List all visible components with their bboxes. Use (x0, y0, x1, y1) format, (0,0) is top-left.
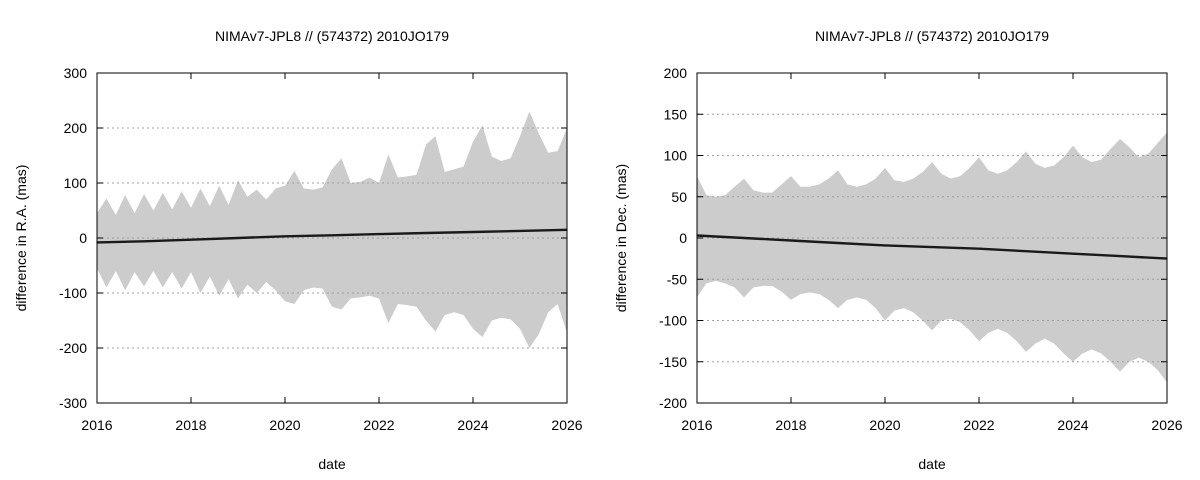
x-tick-label: 2020 (869, 417, 900, 433)
y-tick-label: -200 (59, 340, 87, 356)
chart-title: NIMAv7-JPL8 // (574372) 2010JO179 (815, 28, 1049, 44)
ra-difference-chart: -300 -200 -100 0 100 200 300 2016 2018 2020 2022 20… (13, 28, 583, 472)
y-tick-label: 0 (679, 230, 687, 246)
x-tick-label: 2018 (175, 417, 206, 433)
y-tick-label: -50 (667, 271, 687, 287)
x-tick-label: 2016 (81, 417, 112, 433)
x-tick-label: 2022 (963, 417, 994, 433)
y-tick-label: -150 (659, 354, 687, 370)
y-tick-label: 0 (79, 230, 87, 246)
chart-title: NIMAv7-JPL8 // (574372) 2010JO179 (215, 28, 449, 44)
y-tick-label: 200 (664, 65, 688, 81)
x-tick-label: 2024 (1057, 417, 1088, 433)
x-tick-label: 2026 (1151, 417, 1182, 433)
uncertainty-band (697, 132, 1167, 383)
y-axis-label: difference in R.A. (mas) (13, 165, 29, 312)
y-tick-label: 150 (664, 106, 688, 122)
y-axis-label: difference in Dec. (mas) (613, 164, 629, 312)
y-tick-label: -200 (659, 395, 687, 411)
y-tick-label: 50 (671, 189, 687, 205)
x-tick-label: 2016 (681, 417, 712, 433)
y-tick-label: 200 (64, 120, 88, 136)
x-tick-label: 2026 (551, 417, 582, 433)
x-axis-label: date (918, 456, 945, 472)
y-tick-label: 300 (64, 65, 88, 81)
x-tick-label: 2024 (457, 417, 488, 433)
x-tick-label: 2022 (363, 417, 394, 433)
y-tick-label: 100 (664, 148, 688, 164)
dec-difference-chart: -200 -150 -100 -50 0 50 100 150 200 2016 2018 2020 2… (613, 28, 1183, 472)
x-axis-label: date (318, 456, 345, 472)
uncertainty-band (97, 111, 567, 348)
y-tick-label: -100 (659, 313, 687, 329)
difference-line (696, 234, 1168, 260)
x-tick-label: 2020 (269, 417, 300, 433)
y-tick-label: -300 (59, 395, 87, 411)
x-tick-label: 2018 (775, 417, 806, 433)
y-tick-label: -100 (59, 285, 87, 301)
difference-line (96, 228, 568, 244)
y-tick-label: 100 (64, 175, 88, 191)
